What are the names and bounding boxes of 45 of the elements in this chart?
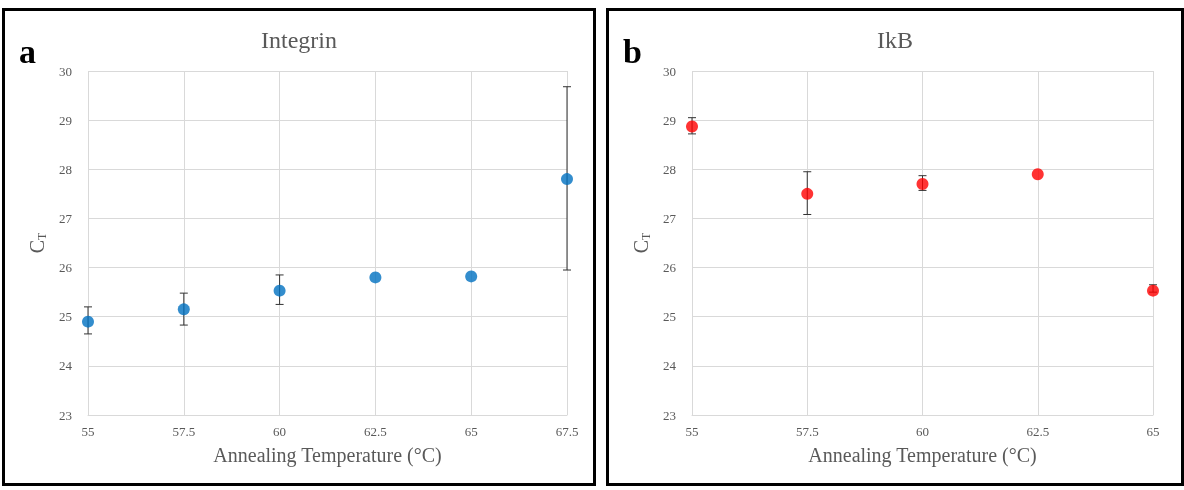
point <box>1147 284 1159 297</box>
x-axis-title: Annealing Temperature (°C) <box>808 444 1037 467</box>
y-tick-label: 27 <box>663 210 677 226</box>
point <box>686 120 698 133</box>
point <box>1031 168 1044 181</box>
chart-title: Integrin <box>261 27 337 53</box>
x-tick-label: 65 <box>464 424 478 439</box>
x-tick-label: 55 <box>81 424 95 439</box>
point <box>177 303 190 316</box>
y-axis-title: CT <box>26 232 50 254</box>
y-tick-label: 26 <box>59 260 73 276</box>
y-tick-label: 30 <box>663 63 676 79</box>
point <box>561 173 573 186</box>
x-tick-label: 62.5 <box>364 424 387 439</box>
x-tick-label: 60 <box>273 424 287 439</box>
y-tick-label: 25 <box>59 309 72 325</box>
x-tick-label: 57.5 <box>172 424 196 439</box>
x-tick-label: 55 <box>685 424 699 439</box>
y-axis-title: CT <box>630 232 654 254</box>
y-tick-label: 24 <box>663 358 677 374</box>
y-tick-label: 28 <box>59 161 72 177</box>
text: b <box>623 33 642 71</box>
y-tick-label: 26 <box>663 260 677 276</box>
y-tick-label: 23 <box>663 407 676 423</box>
chart-title: IkB <box>877 27 913 53</box>
x-tick-label: 65 <box>1146 424 1160 439</box>
point <box>801 187 814 200</box>
text: a <box>19 33 36 71</box>
y-tick-label: 29 <box>59 112 72 128</box>
y-tick-label: 25 <box>663 309 676 325</box>
y-tick-label: 28 <box>663 161 676 177</box>
point <box>369 271 382 284</box>
y-tick-label: 27 <box>59 210 73 226</box>
point <box>273 284 286 297</box>
x-tick-label: 57.5 <box>795 424 819 439</box>
x-axis-title: Annealing Temperature (°C) <box>213 444 442 467</box>
y-tick-label: 30 <box>59 63 72 79</box>
point <box>82 315 94 328</box>
x-tick-label: 60 <box>916 424 929 439</box>
y-tick-label: 29 <box>663 112 676 128</box>
x-tick-label: 67.5 <box>555 424 579 439</box>
y-tick-label: 24 <box>59 358 73 374</box>
y-tick-label: 23 <box>59 407 72 423</box>
x-tick-label: 62.5 <box>1026 424 1050 439</box>
point <box>465 270 478 283</box>
